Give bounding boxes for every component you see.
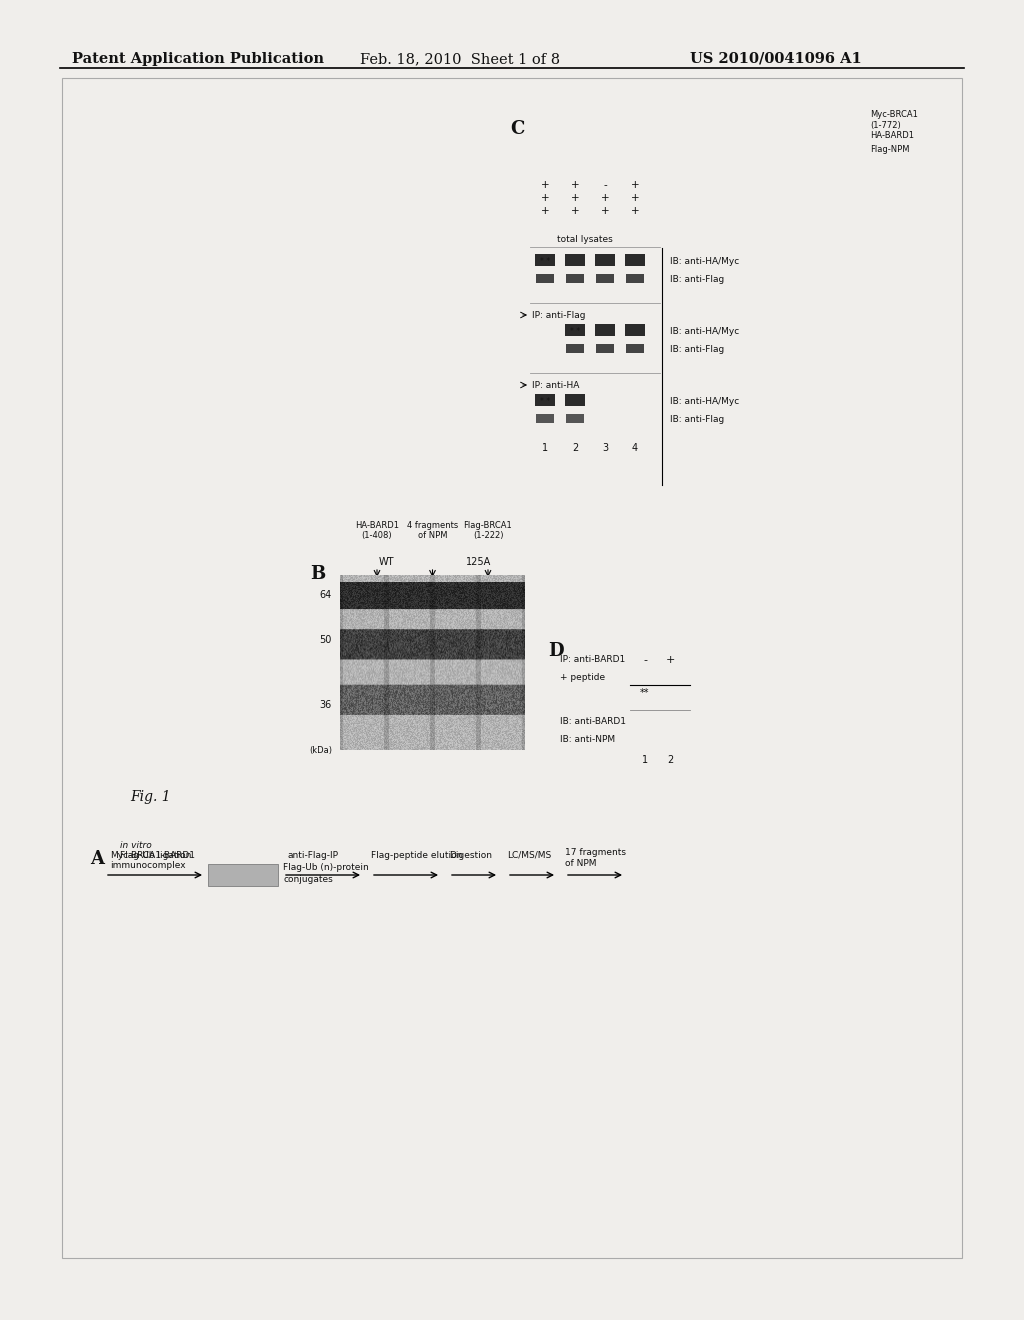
Text: +: + xyxy=(541,206,549,216)
Text: anti-Flag-IP: anti-Flag-IP xyxy=(288,851,339,861)
Text: of NPM: of NPM xyxy=(565,859,597,869)
Bar xyxy=(626,345,644,352)
Text: 17 fragments: 17 fragments xyxy=(565,847,626,857)
Bar xyxy=(625,253,645,267)
Text: IB: anti-Flag: IB: anti-Flag xyxy=(670,346,724,355)
Text: IB: anti-NPM: IB: anti-NPM xyxy=(560,735,615,744)
Text: -: - xyxy=(643,655,647,665)
Text: D: D xyxy=(548,642,563,660)
Text: -: - xyxy=(603,180,607,190)
Text: +: + xyxy=(541,180,549,190)
Text: IP: anti-HA: IP: anti-HA xyxy=(532,380,580,389)
Text: in vitro: in vitro xyxy=(120,841,152,850)
Text: conjugates: conjugates xyxy=(283,875,333,884)
Text: +: + xyxy=(666,655,675,665)
Bar xyxy=(566,345,584,352)
Text: +: + xyxy=(541,193,549,203)
Text: * *: * * xyxy=(540,257,550,267)
Text: Flag-Ub ligation: Flag-Ub ligation xyxy=(120,851,191,861)
Text: 4: 4 xyxy=(632,444,638,453)
Text: B: B xyxy=(310,565,326,583)
Text: Feb. 18, 2010  Sheet 1 of 8: Feb. 18, 2010 Sheet 1 of 8 xyxy=(360,51,560,66)
Bar xyxy=(596,345,614,352)
Text: +: + xyxy=(601,193,609,203)
Bar xyxy=(626,275,644,282)
Text: +: + xyxy=(570,180,580,190)
Text: Digestion: Digestion xyxy=(449,851,492,861)
Text: 1: 1 xyxy=(642,755,648,766)
Text: Flag-Ub (n)-protein: Flag-Ub (n)-protein xyxy=(283,862,369,871)
Text: Flag-BRCA1
(1-222): Flag-BRCA1 (1-222) xyxy=(464,520,512,540)
Bar xyxy=(62,78,962,1258)
Text: **: ** xyxy=(640,688,649,698)
Text: IP: anti-BARD1: IP: anti-BARD1 xyxy=(560,655,626,664)
Text: (kDa): (kDa) xyxy=(309,746,332,755)
Text: Myc-BRCA1-BARD1: Myc-BRCA1-BARD1 xyxy=(110,851,195,861)
Text: 125A: 125A xyxy=(466,557,492,568)
Bar xyxy=(535,253,555,267)
Text: WT: WT xyxy=(379,557,394,568)
Text: IB: anti-HA/Myc: IB: anti-HA/Myc xyxy=(670,256,739,265)
Text: total lysates: total lysates xyxy=(557,235,613,244)
Bar xyxy=(566,414,584,422)
Text: + peptide: + peptide xyxy=(560,673,605,682)
Text: Fig. 1: Fig. 1 xyxy=(130,789,171,804)
Bar xyxy=(595,253,615,267)
Text: IB: anti-Flag: IB: anti-Flag xyxy=(670,416,724,425)
Bar xyxy=(535,393,555,407)
Text: US 2010/0041096 A1: US 2010/0041096 A1 xyxy=(690,51,862,66)
Text: Flag-NPM: Flag-NPM xyxy=(870,145,909,154)
Text: Myc-BRCA1
(1-772): Myc-BRCA1 (1-772) xyxy=(870,111,918,129)
Text: 2: 2 xyxy=(667,755,673,766)
Text: Flag-peptide elution: Flag-peptide elution xyxy=(371,851,463,861)
Bar xyxy=(596,275,614,282)
Bar xyxy=(565,393,585,407)
Text: +: + xyxy=(601,206,609,216)
Text: 4 fragments
of NPM: 4 fragments of NPM xyxy=(407,520,458,540)
Text: +: + xyxy=(631,180,639,190)
Text: IP: anti-Flag: IP: anti-Flag xyxy=(532,310,586,319)
Text: Patent Application Publication: Patent Application Publication xyxy=(72,51,324,66)
Bar xyxy=(565,323,585,337)
Text: 64: 64 xyxy=(319,590,332,601)
Text: HA-BARD1
(1-408): HA-BARD1 (1-408) xyxy=(355,520,399,540)
Bar xyxy=(595,323,615,337)
Text: IB: anti-HA/Myc: IB: anti-HA/Myc xyxy=(670,396,739,405)
Bar xyxy=(208,865,278,886)
Bar xyxy=(566,275,584,282)
Text: A: A xyxy=(90,850,104,869)
Bar xyxy=(536,275,554,282)
Text: IB: anti-BARD1: IB: anti-BARD1 xyxy=(560,717,626,726)
Bar xyxy=(565,253,585,267)
Text: 36: 36 xyxy=(319,700,332,710)
Text: 50: 50 xyxy=(319,635,332,645)
Text: C: C xyxy=(510,120,524,139)
Text: immunocomplex: immunocomplex xyxy=(110,861,185,870)
Text: LC/MS/MS: LC/MS/MS xyxy=(507,851,551,861)
Bar xyxy=(536,414,554,422)
Text: +: + xyxy=(631,193,639,203)
Bar xyxy=(625,323,645,337)
Text: * *: * * xyxy=(540,397,550,407)
Text: +: + xyxy=(631,206,639,216)
Text: IB: anti-HA/Myc: IB: anti-HA/Myc xyxy=(670,326,739,335)
Text: 3: 3 xyxy=(602,444,608,453)
Text: * *: * * xyxy=(570,327,580,337)
Text: 2: 2 xyxy=(571,444,579,453)
Text: 1: 1 xyxy=(542,444,548,453)
Text: IB: anti-Flag: IB: anti-Flag xyxy=(670,276,724,285)
Text: HA-BARD1: HA-BARD1 xyxy=(870,131,914,140)
Text: +: + xyxy=(570,206,580,216)
Text: +: + xyxy=(570,193,580,203)
